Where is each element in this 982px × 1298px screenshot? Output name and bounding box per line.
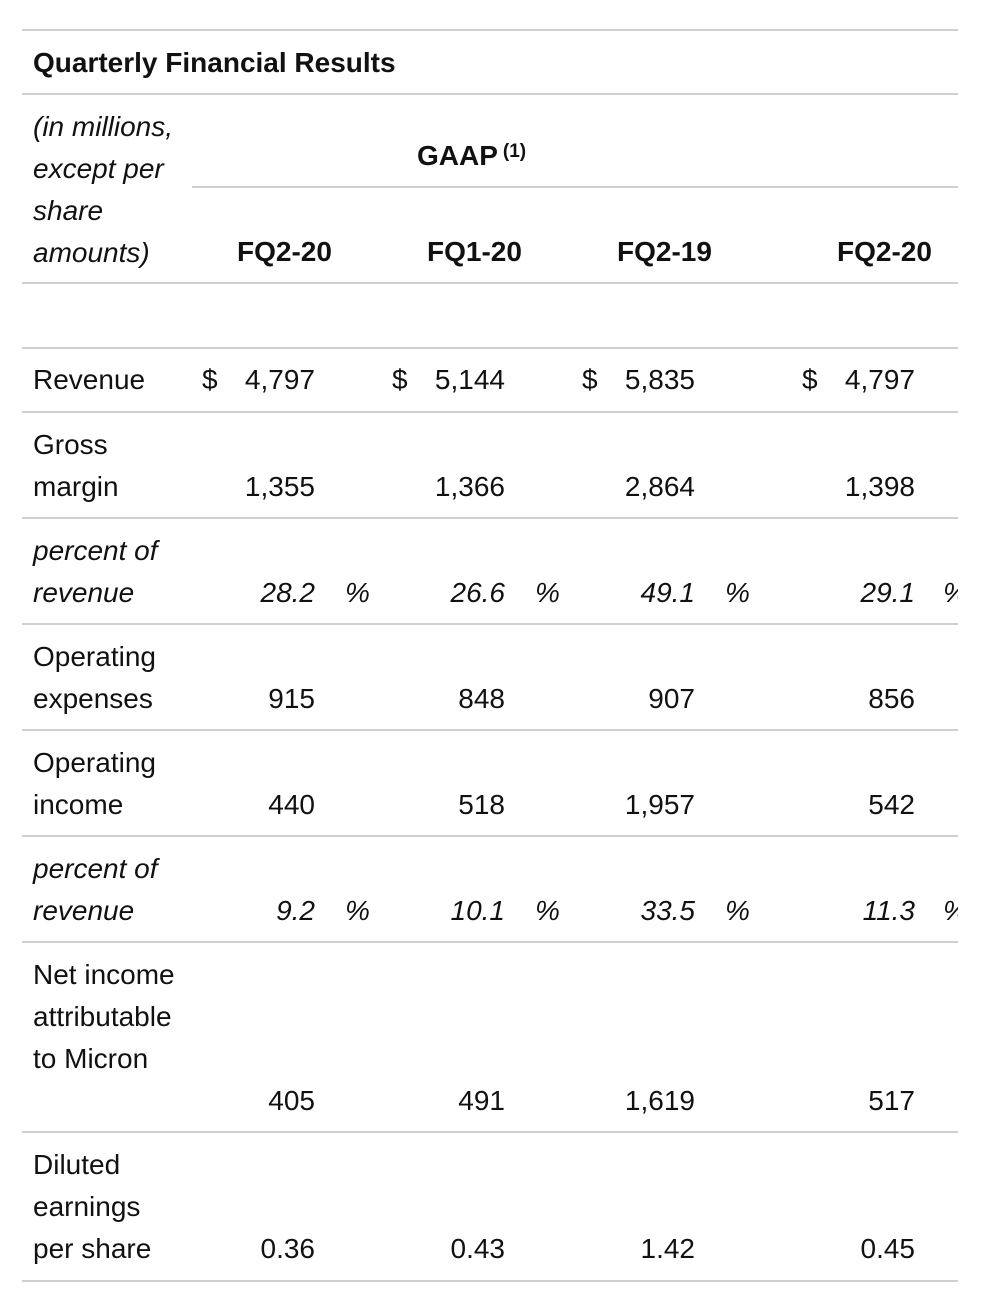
percent-sign: % — [345, 895, 370, 926]
percent-sign: % — [943, 572, 958, 614]
cell-value: 517 — [868, 1085, 915, 1116]
cell-value: 29.1 — [860, 577, 916, 608]
row-divider — [22, 729, 958, 731]
column-header-4: FQ2-20 — [837, 236, 932, 267]
cell-value: 848 — [458, 683, 505, 714]
currency-symbol: $ — [392, 364, 408, 395]
row-label-operating-expenses: Operating expenses — [33, 641, 156, 714]
table-title: Quarterly Financial Results — [33, 47, 396, 78]
cell-value: 915 — [268, 683, 315, 714]
percent-sign: % — [725, 577, 750, 608]
currency-symbol: $ — [802, 364, 818, 395]
column-header-2: FQ1-20 — [427, 236, 522, 267]
row-divider — [22, 623, 958, 625]
percent-sign: % — [725, 895, 750, 926]
percent-sign: % — [345, 577, 370, 608]
percent-sign: % — [535, 895, 560, 926]
currency-symbol: $ — [582, 364, 598, 395]
cell-value: 4,797 — [844, 364, 915, 395]
cell-value: 1,355 — [244, 471, 315, 502]
row-divider — [22, 411, 958, 413]
percent-sign: % — [535, 577, 560, 608]
cell-value: 1.42 — [640, 1233, 696, 1264]
cell-value: 856 — [868, 683, 915, 714]
percent-sign: % — [943, 890, 958, 932]
group-header-rule — [192, 186, 958, 188]
column-header-1: FQ2-20 — [237, 236, 332, 267]
row-label-gross-margin: Gross margin — [33, 429, 119, 502]
table-bottom-rule — [22, 1280, 958, 1282]
cell-value: 1,398 — [844, 471, 915, 502]
column-header-3: FQ2-19 — [617, 236, 712, 267]
cell-value: 542 — [868, 789, 915, 820]
cell-value: 26.6 — [450, 577, 506, 608]
currency-symbol: $ — [202, 364, 218, 395]
table-top-rule — [22, 29, 958, 31]
header-bottom-rule — [22, 282, 958, 284]
cell-value: 0.45 — [860, 1233, 916, 1264]
cell-value: 5,144 — [434, 364, 505, 395]
cell-value: 4,797 — [244, 364, 315, 395]
cell-value: 2,864 — [624, 471, 695, 502]
cell-value: 0.36 — [260, 1233, 316, 1264]
cell-value: 11.3 — [862, 895, 915, 926]
cell-value: 518 — [458, 789, 505, 820]
cell-value: 49.1 — [640, 577, 696, 608]
row-label-revenue: Revenue — [33, 364, 146, 395]
cell-value: 5,835 — [624, 364, 695, 395]
row-divider — [22, 1131, 958, 1133]
title-divider — [22, 93, 958, 95]
row-label-diluted-eps: Diluted earnings per share — [33, 1149, 152, 1264]
row-label-operating-income: Operating income — [33, 747, 156, 820]
cell-value: 405 — [268, 1085, 315, 1116]
row-label-gross-margin-percent: percent of revenue — [33, 535, 158, 608]
gaap-label: GAAP — [417, 140, 498, 171]
cell-value: 491 — [458, 1085, 505, 1116]
cell-value: 0.43 — [450, 1233, 506, 1264]
spacer-row-rule — [22, 347, 958, 349]
cell-value: 28.2 — [260, 577, 316, 608]
cell-value: 440 — [268, 789, 315, 820]
cell-value: 1,957 — [624, 789, 695, 820]
row-label-operating-income-percent: percent of revenue — [33, 853, 158, 926]
cell-value: 1,366 — [434, 471, 505, 502]
cell-value: 33.5 — [640, 895, 696, 926]
cell-value: 907 — [648, 683, 695, 714]
row-divider — [22, 517, 958, 519]
gaap-footnote-marker: (1) — [502, 141, 527, 162]
row-divider — [22, 835, 958, 837]
row-divider — [22, 941, 958, 943]
cell-value: 1,619 — [624, 1085, 695, 1116]
units-note: (in millions, except per share amounts) — [33, 111, 174, 268]
gaap-group-header: GAAP (1) — [417, 136, 526, 176]
cell-value: 10.1 — [450, 895, 506, 926]
cell-value: 9.2 — [276, 895, 315, 926]
row-label-net-income: Net income attributable to Micron — [33, 959, 175, 1074]
